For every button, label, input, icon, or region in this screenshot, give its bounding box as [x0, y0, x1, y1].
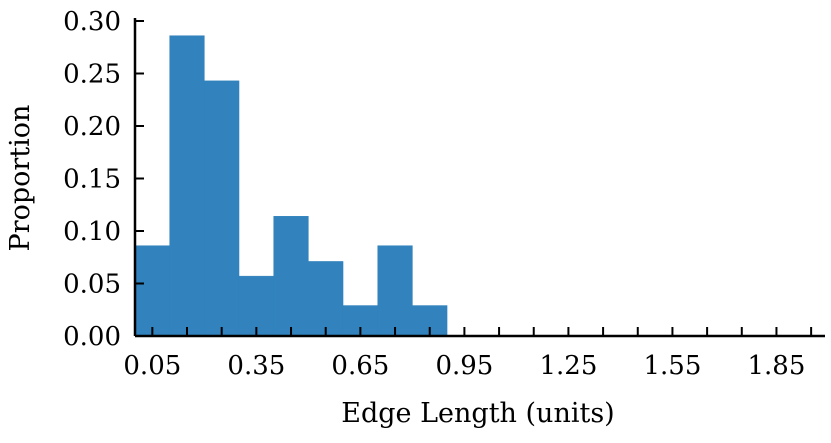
- y-tick-label: 0.15: [63, 165, 121, 195]
- x-tick-label: 0.05: [123, 351, 181, 381]
- x-tick-label: 1.25: [539, 351, 597, 381]
- x-tick-label: 1.55: [643, 351, 701, 381]
- histogram-bar-7: [377, 245, 413, 337]
- x-tick-label: 0.95: [435, 351, 493, 381]
- y-tick-label: 0.20: [63, 112, 121, 142]
- x-tick-label: 0.65: [331, 351, 389, 381]
- x-axis: 0.05 0.35 0.65 0.95 1.25 1.55 1.85: [123, 327, 825, 381]
- y-tick-label: 0.10: [63, 217, 121, 247]
- histogram-bar-5: [308, 261, 344, 337]
- y-tick-label: 0.25: [63, 60, 121, 90]
- histogram-bar-2: [204, 80, 240, 337]
- histogram-bar-4: [273, 216, 309, 337]
- y-axis: 0.00 0.05 0.10 0.15 0.20 0.25 0.30: [63, 7, 144, 352]
- y-tick-label: 0.05: [63, 270, 121, 300]
- histogram-bar-3: [238, 275, 274, 337]
- histogram-bar-1: [169, 35, 205, 337]
- histogram-bar-0: [134, 245, 170, 337]
- x-axis-label: Edge Length (units): [341, 398, 614, 429]
- y-tick-label: 0.00: [63, 322, 121, 352]
- x-tick-label: 0.35: [227, 351, 285, 381]
- y-axis-label: Proportion: [5, 105, 36, 252]
- y-tick-label: 0.30: [63, 7, 121, 37]
- histogram-bars: [134, 35, 448, 337]
- histogram-bar-8: [412, 305, 448, 337]
- x-tick-label: 1.85: [748, 351, 806, 381]
